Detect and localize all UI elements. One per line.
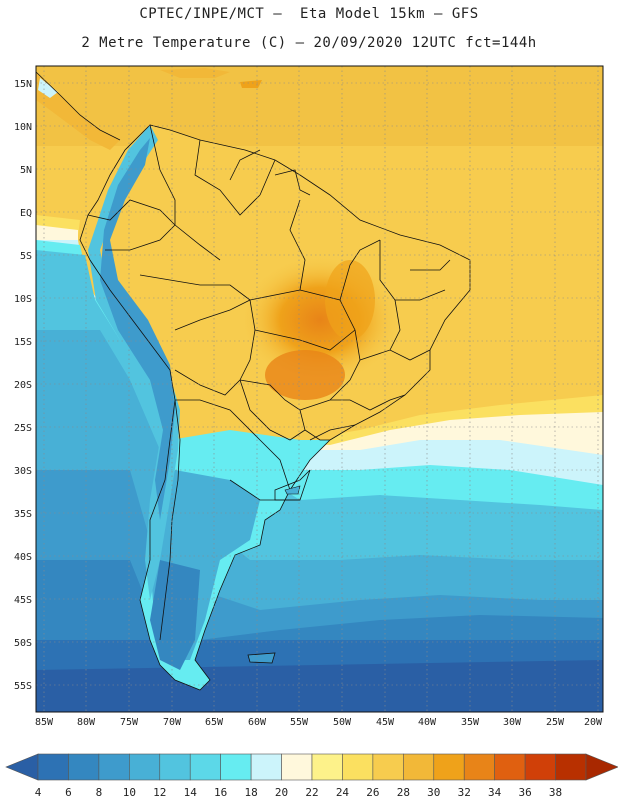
colorbar-label: 12 xyxy=(153,786,166,799)
lon-label: 30W xyxy=(503,717,522,728)
colorbar-swatch xyxy=(281,753,313,781)
lon-label: 50W xyxy=(333,717,352,728)
colorbar-swatch xyxy=(250,753,282,781)
colorbar-swatch xyxy=(555,753,587,781)
colorbar-label: 4 xyxy=(35,786,42,799)
lat-label: 25S xyxy=(14,423,32,434)
lon-label: 40W xyxy=(418,717,437,728)
colorbar-swatch xyxy=(494,753,526,781)
colorbar-label: 18 xyxy=(244,786,257,799)
map-frame xyxy=(35,65,604,713)
colorbar-label: 32 xyxy=(458,786,471,799)
colorbar-label: 28 xyxy=(397,786,410,799)
colorbar-swatch xyxy=(68,753,100,781)
colorbar-label: 14 xyxy=(184,786,198,799)
colorbar-label: 16 xyxy=(214,786,227,799)
lon-label: 70W xyxy=(163,717,182,728)
lat-label: 50S xyxy=(14,638,32,649)
lat-label: 15S xyxy=(14,337,32,348)
lat-label: 35S xyxy=(14,509,32,520)
map-title: CPTEC/INPE/MCT – Eta Model 15km – GFS xyxy=(139,6,479,22)
map-field xyxy=(36,66,603,712)
colorbar-swatch xyxy=(372,753,404,781)
lon-label: 35W xyxy=(461,717,480,728)
lat-label: 15N xyxy=(14,79,32,90)
colorbar-swatch xyxy=(189,753,221,781)
map-subtitle: 2 Metre Temperature (C) – 20/09/2020 12U… xyxy=(81,35,537,51)
lon-label: 20W xyxy=(584,717,603,728)
country-borders xyxy=(36,71,471,691)
colorbar-label: 10 xyxy=(123,786,136,799)
colorbar-swatch xyxy=(129,753,161,781)
colorbar-label: 26 xyxy=(366,786,379,799)
lat-label: 30S xyxy=(14,466,32,477)
lon-label: 80W xyxy=(77,717,96,728)
lat-label: 55S xyxy=(14,681,32,692)
lat-label: 10N xyxy=(14,122,32,133)
colorbar-label: 24 xyxy=(336,786,350,799)
colorbar-swatch xyxy=(98,753,130,781)
colorbar-swatch xyxy=(524,753,556,781)
colorbar-swatch xyxy=(463,753,495,781)
lat-label: 5S xyxy=(20,251,32,262)
lon-label: 65W xyxy=(205,717,224,728)
colorbar-label: 22 xyxy=(305,786,318,799)
colorbar-swatch xyxy=(342,753,374,781)
colorbar-swatch xyxy=(311,753,343,781)
lat-label: 5N xyxy=(20,165,32,176)
lon-label: 85W xyxy=(35,717,54,728)
lon-label: 55W xyxy=(290,717,309,728)
colorbar-label: 20 xyxy=(275,786,288,799)
lon-label: 45W xyxy=(376,717,395,728)
colorbar-swatch xyxy=(220,753,252,781)
colorbar-swatch xyxy=(403,753,435,781)
graticule xyxy=(36,66,603,712)
lat-label: 40S xyxy=(14,552,32,563)
lat-label: 45S xyxy=(14,595,32,606)
lon-label: 75W xyxy=(120,717,139,728)
lon-label: 60W xyxy=(248,717,267,728)
lat-label: 20S xyxy=(14,380,32,391)
lat-label: EQ xyxy=(20,208,32,219)
colorbar-label: 8 xyxy=(96,786,103,799)
colorbar: 4 6 8 10 12 14 16 18 20 22 24 26 28 30 32 34 36 38 xyxy=(5,753,618,799)
colorbar-swatch xyxy=(433,753,465,781)
colorbar-arrow-high xyxy=(585,753,618,781)
colorbar-label: 30 xyxy=(427,786,440,799)
longitude-labels: 85W 80W 75W 70W 65W 60W 55W 50W 45W 40W … xyxy=(35,717,603,728)
colorbar-label: 38 xyxy=(549,786,562,799)
colorbar-arrow-low xyxy=(5,753,39,781)
colorbar-label: 34 xyxy=(488,786,502,799)
latitude-labels: 15N 10N 5N EQ 5S 10S 15S 20S 25S 30S 35S… xyxy=(14,79,32,692)
lat-label: 10S xyxy=(14,294,32,305)
colorbar-swatch xyxy=(159,753,191,781)
colorbar-label: 36 xyxy=(518,786,531,799)
colorbar-swatch xyxy=(37,753,69,781)
lon-label: 25W xyxy=(546,717,565,728)
colorbar-label: 6 xyxy=(65,786,72,799)
